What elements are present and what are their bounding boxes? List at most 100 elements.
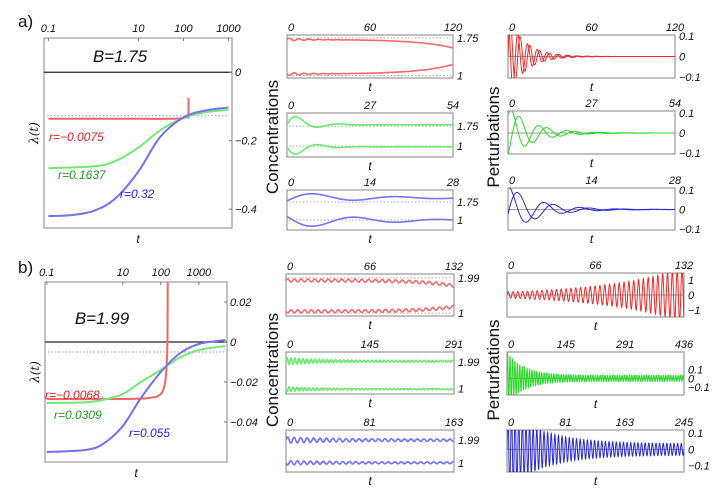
x-tick-label: 0 — [288, 177, 295, 189]
x-axis-label: t — [594, 397, 598, 411]
y-tick-label: 0 — [679, 52, 686, 64]
x-tick-label: 0 — [287, 339, 294, 351]
x-tick-label: 54 — [669, 98, 681, 110]
perturbations-series-line — [507, 352, 684, 395]
y-tick-label: 1 — [457, 71, 463, 83]
lambda-series-line — [46, 339, 226, 453]
panel-b: b) 0.1 10 100 10000.020−0.02−0.04r=−0.0068r=… — [18, 258, 710, 488]
perturbations-chart: 0 27 540.1 0 −0.1 t — [507, 98, 701, 170]
y-tick-label: −0.1 — [679, 72, 701, 84]
x-tick-label: 60 — [585, 22, 598, 34]
concentrations-axis-label: Concentrations — [263, 80, 282, 194]
x-tick-label: 0.1 — [41, 23, 56, 35]
y-tick-label: −0.04 — [230, 417, 258, 429]
x-tick-label: 0 — [508, 417, 515, 429]
concentrations-series-line — [286, 459, 454, 466]
x-tick-label: 120 — [666, 22, 685, 34]
lambda-series-line — [46, 345, 226, 404]
series-label: r=0.32 — [120, 187, 155, 201]
x-tick-label: 0.1 — [39, 267, 54, 279]
x-tick-label: 1000 — [216, 23, 241, 35]
x-tick-label: 28 — [446, 177, 460, 189]
concentrations-plot-frame — [285, 351, 455, 395]
y-tick-label: 1.75 — [457, 33, 479, 45]
x-tick-label: 28 — [668, 175, 682, 187]
chart-title: B=1.75 — [93, 47, 148, 66]
series-label: r=0.0309 — [54, 408, 102, 422]
concentrations-series-line — [286, 278, 454, 288]
y-tick-label: 0 — [235, 67, 242, 79]
y-tick-label: 0 — [679, 128, 686, 140]
x-axis-label: t — [368, 159, 372, 173]
concentrations-chart: 0 145 291 1.99 1 t — [285, 339, 479, 410]
y-axis-label: λ(t) — [27, 122, 41, 145]
y-tick-label: 0 — [688, 290, 695, 302]
panel-label: a) — [18, 12, 33, 31]
series-label: r=−0.0075 — [49, 130, 104, 144]
x-tick-label: 81 — [363, 417, 375, 429]
x-tick-label: 54 — [447, 100, 459, 112]
y-tick-label: 0.02 — [230, 297, 251, 309]
y-tick-label: 1 — [688, 275, 694, 287]
y-tick-label: 1 — [458, 384, 464, 396]
y-tick-label: 1.75 — [457, 121, 479, 133]
x-tick-label: 66 — [589, 260, 602, 272]
x-axis-label: t — [590, 80, 594, 94]
concentrations-series-line — [287, 143, 453, 155]
perturbations-plot-frame — [506, 351, 685, 396]
series-label: r=−0.0068 — [45, 388, 100, 402]
y-tick-label: 0.1 — [679, 185, 694, 197]
concentrations-chart: 0 14 28 1.75 1 t — [286, 177, 479, 246]
x-tick-label: 0 — [509, 98, 516, 110]
y-tick-label: −0.4 — [235, 204, 257, 216]
x-tick-label: 66 — [364, 261, 377, 273]
x-tick-label: 0 — [287, 417, 294, 429]
perturbations-series-line — [507, 430, 684, 472]
perturbations-axis-label: Perturbations — [484, 86, 503, 187]
x-tick-label: 245 — [674, 417, 694, 429]
lambda-series-line — [46, 282, 169, 401]
y-tick-label: 0.1 — [688, 365, 703, 377]
x-axis-label: t — [590, 156, 594, 170]
x-tick-label: 60 — [364, 22, 377, 34]
x-axis-label: t — [368, 474, 372, 488]
perturbations-series-line — [507, 273, 684, 317]
x-tick-label: 0 — [509, 22, 516, 34]
chart-title: B=1.99 — [75, 309, 130, 328]
y-tick-label: 0 — [679, 204, 686, 216]
y-tick-label: 1 — [457, 215, 463, 227]
x-tick-label: 14 — [585, 175, 597, 187]
x-tick-label: 27 — [584, 98, 598, 110]
lambda-chart: 0.1 10 100 1000 0.02 0 −0.02 −0.04 r=−0.0068 r=0.… — [28, 267, 258, 480]
y-tick-label: 1.99 — [458, 273, 479, 285]
x-tick-label: 27 — [363, 100, 377, 112]
x-tick-label: 100 — [152, 267, 171, 279]
lambda-chart: 0.1 10 100 1000 0 −0.2 −0.4 r=−0.0075 r=0.1637 r=… — [27, 23, 257, 246]
x-tick-label: 436 — [675, 339, 694, 351]
concentrations-series-line — [287, 63, 453, 77]
y-tick-label: 0 — [230, 337, 237, 349]
x-tick-label: 0 — [288, 22, 295, 34]
x-tick-label: 120 — [444, 22, 463, 34]
x-tick-label: 132 — [445, 261, 463, 273]
y-tick-label: 1.75 — [457, 197, 479, 209]
x-tick-label: 1000 — [187, 267, 212, 279]
x-tick-label: 10 — [117, 267, 130, 279]
concentrations-series-line — [286, 304, 454, 314]
y-tick-label: −1 — [688, 305, 701, 317]
y-tick-label: 1.99 — [458, 357, 479, 369]
y-tick-label: 0 — [688, 373, 695, 385]
concentrations-series-line — [286, 356, 454, 366]
x-axis-label: t — [590, 232, 594, 246]
perturbations-series-line — [509, 188, 675, 223]
y-tick-label: −0.02 — [230, 377, 258, 389]
concentrations-plot-frame — [285, 273, 455, 317]
concentrations-chart: 0 81 163 1.99 1 t — [285, 417, 479, 488]
series-label: r=0.1637 — [58, 168, 107, 182]
